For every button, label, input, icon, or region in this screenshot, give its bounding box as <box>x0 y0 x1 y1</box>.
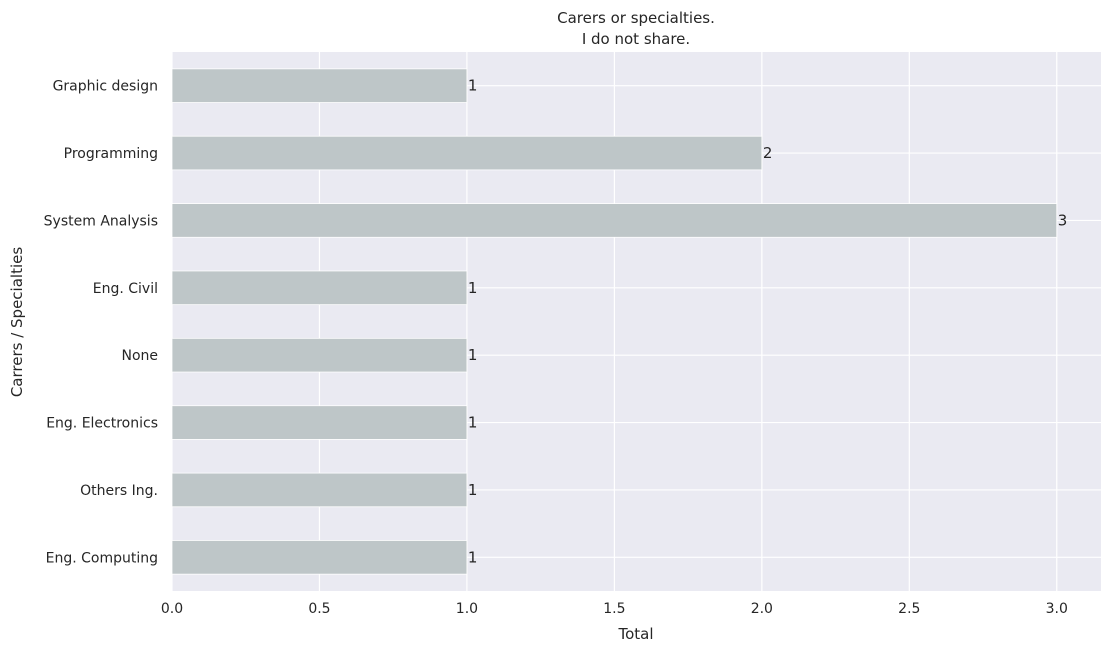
bars <box>171 68 1058 575</box>
y-tick-label: None <box>121 348 158 364</box>
data-labels: 1 2 3 1 1 1 1 1 <box>468 77 1067 567</box>
chart-subtitle: I do not share. <box>582 30 690 48</box>
x-tick-label: 1.5 <box>603 601 625 617</box>
x-tick-labels: 0.0 0.5 1.0 1.5 2.0 2.5 3.0 <box>161 601 1068 617</box>
chart-title: Carers or specialties. <box>557 9 715 27</box>
bar-value-label: 1 <box>468 77 478 95</box>
bar <box>171 337 468 373</box>
bar-value-label: 2 <box>763 144 773 162</box>
x-tick-label: 2.5 <box>898 601 920 617</box>
y-tick-label: Programming <box>64 146 158 162</box>
y-tick-labels: Graphic design Programming System Analysis… <box>44 79 158 567</box>
y-tick-label: Eng. Electronics <box>46 416 158 432</box>
bar-value-label: 1 <box>468 548 478 566</box>
y-axis-label: Carrers / Specialties <box>8 247 26 398</box>
bar <box>171 405 468 440</box>
bar <box>171 270 468 306</box>
bar-value-label: 1 <box>468 481 478 499</box>
bar <box>171 135 763 171</box>
x-axis-label: Total <box>617 625 653 643</box>
x-tick-label: 1.0 <box>456 601 478 617</box>
y-tick-label: Others Ing. <box>80 483 158 499</box>
bar-value-label: 1 <box>468 346 478 364</box>
bar <box>171 540 468 575</box>
x-tick-label: 0.5 <box>308 601 330 617</box>
bar-value-label: 1 <box>468 414 478 432</box>
y-tick-label: Eng. Computing <box>46 550 158 566</box>
x-tick-label: 3.0 <box>1046 601 1068 617</box>
x-tick-label: 0.0 <box>161 601 183 617</box>
bar <box>171 68 468 103</box>
plot-background <box>172 52 1101 591</box>
bar-value-label: 3 <box>1058 211 1068 229</box>
y-tick-label: System Analysis <box>44 213 158 229</box>
x-tick-label: 2.0 <box>751 601 773 617</box>
y-tick-label: Eng. Civil <box>93 281 158 297</box>
bar-value-label: 1 <box>468 279 478 297</box>
bar <box>171 203 1058 238</box>
bar <box>171 472 468 508</box>
y-tick-label: Graphic design <box>53 79 158 95</box>
